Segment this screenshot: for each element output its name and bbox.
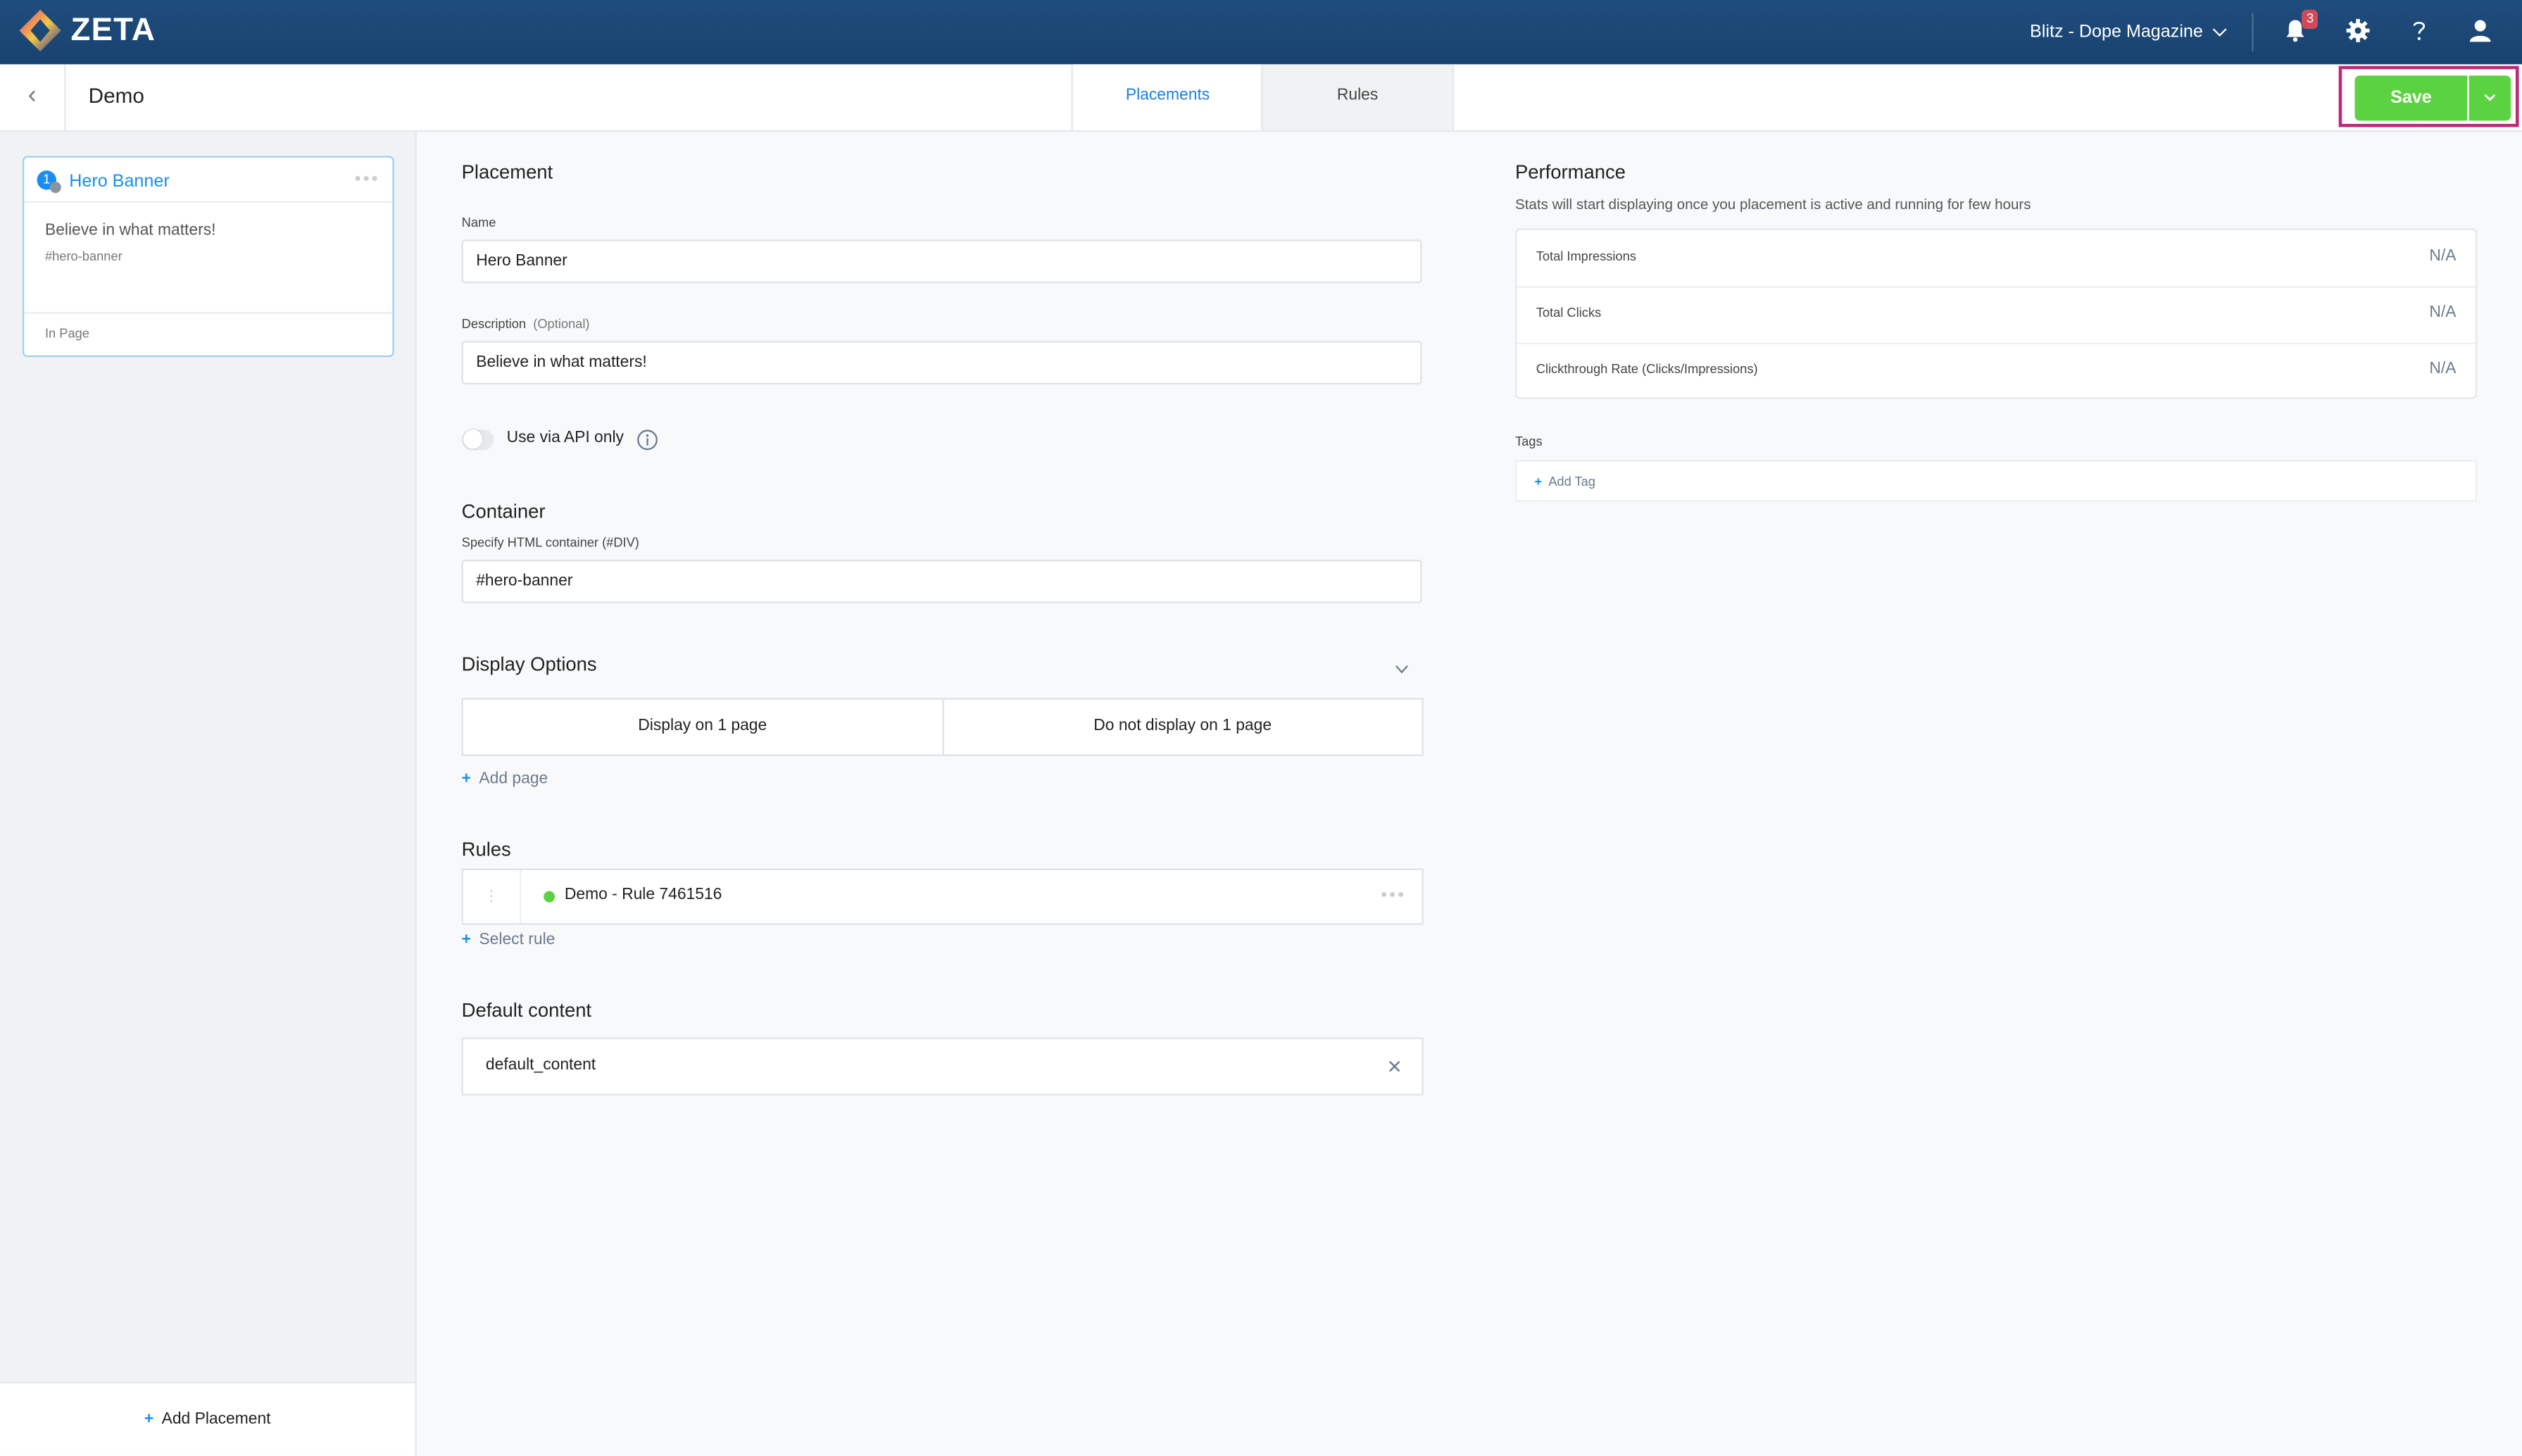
description-label-text: Description [461, 317, 527, 332]
sidebar: 1 Hero Banner ●●● Believe in what matter… [0, 132, 417, 1456]
placement-container: #hero-banner [44, 249, 123, 264]
rule-name: Demo - Rule 7461516 [564, 886, 722, 904]
brand-name: ZETA [70, 13, 156, 49]
do-not-display-option[interactable]: Do not display on 1 page [1093, 717, 1272, 736]
performance-panel: Performance Stats will start displaying … [1514, 0, 2478, 1455]
back-button[interactable]: ‹ [0, 64, 66, 131]
add-page-button[interactable]: + Add page [462, 770, 548, 789]
api-toggle[interactable] [461, 428, 494, 450]
save-button[interactable]: Save [2354, 75, 2468, 121]
description-label: Description (Optional) [462, 317, 590, 333]
default-content-value: default_content [485, 1056, 596, 1075]
more-icon[interactable]: ●●● [1380, 889, 1406, 901]
select-rule-label: Select rule [479, 931, 556, 949]
plus-icon: + [144, 1410, 154, 1429]
section-heading: Default content [461, 998, 592, 1022]
section-heading: Display Options [461, 653, 597, 676]
add-page-label: Add page [479, 770, 548, 789]
status-dot [49, 182, 61, 194]
stat-value: N/A [2429, 303, 2457, 322]
display-options: Display on 1 page Do not display on 1 pa… [461, 698, 1424, 756]
page-title: Demo [88, 83, 144, 108]
stat-value: N/A [2429, 360, 2457, 378]
description-input[interactable]: Believe in what matters! [461, 341, 1422, 384]
top-nav: ZETA Blitz - Dope Magazine 3 [0, 0, 2522, 65]
plus-icon: + [461, 931, 472, 949]
tab-rules[interactable]: Rules [1261, 64, 1455, 131]
section-heading: Performance [1514, 161, 1626, 184]
api-row: Use via API only [461, 426, 658, 452]
chevron-down-icon [2484, 94, 2496, 101]
user-icon[interactable] [2467, 18, 2493, 44]
select-rule-button[interactable]: + Select rule [462, 931, 556, 950]
divider [24, 312, 393, 314]
info-icon[interactable] [636, 429, 658, 450]
chevron-down-icon[interactable] [1395, 664, 1410, 674]
save-dropdown-button[interactable] [2468, 75, 2511, 121]
drag-handle-icon[interactable]: ⋮ [463, 870, 522, 924]
container-label: Specify HTML container (#DIV) [461, 535, 639, 551]
default-content-field[interactable]: default_content [461, 1037, 1424, 1096]
gear-icon[interactable] [2345, 18, 2371, 44]
divider [24, 201, 393, 203]
zeta-logo[interactable]: ZETA [19, 9, 156, 52]
placement-card[interactable]: 1 Hero Banner ●●● Believe in what matter… [22, 156, 394, 358]
name-input[interactable]: Hero Banner [461, 239, 1422, 284]
more-icon[interactable]: ●●● [354, 173, 380, 185]
plus-icon: + [1534, 473, 1543, 489]
close-icon[interactable] [1388, 1060, 1401, 1072]
placement-name: Hero Banner [69, 172, 170, 192]
zeta-logo-icon [19, 9, 61, 52]
add-placement-button[interactable]: + Add Placement [0, 1381, 415, 1456]
stat-label: Total Clicks [1536, 306, 1602, 320]
stat-label: Clickthrough Rate (Clicks/Impressions) [1536, 362, 1758, 377]
add-tag-label: Add Tag [1548, 473, 1595, 489]
container-input[interactable]: #hero-banner [461, 560, 1422, 603]
save-highlight: Save [2338, 65, 2519, 127]
bell-icon[interactable] [2283, 18, 2309, 44]
performance-note: Stats will start displaying once you pla… [1514, 196, 2031, 213]
tab-placements[interactable]: Placements [1071, 64, 1263, 131]
stats-table: Total Impressions N/A Total Clicks N/A Cli… [1514, 228, 2478, 399]
api-label: Use via API only [506, 429, 624, 448]
add-tag-button[interactable]: + Add Tag [1514, 460, 2478, 502]
rule-row[interactable]: ⋮ Demo - Rule 7461516 ●●● [461, 868, 1424, 925]
stat-row: Clickthrough Rate (Clicks/Impressions) N/… [1517, 343, 2476, 399]
section-heading: Rules [461, 838, 511, 861]
subheader: ‹ Demo Placements Rules Save [0, 64, 2522, 132]
section-heading: Placement [461, 161, 553, 184]
help-icon[interactable] [2407, 18, 2433, 44]
chevron-down-icon [2212, 28, 2226, 37]
section-heading: Container [461, 500, 546, 523]
stat-row: Total Impressions N/A [1517, 230, 2476, 288]
notification-badge: 3 [2302, 9, 2319, 30]
stat-row: Total Clicks N/A [1517, 287, 2476, 344]
name-label: Name [461, 215, 496, 230]
stat-value: N/A [2429, 247, 2457, 265]
status-dot [544, 891, 556, 903]
plus-icon: + [461, 770, 472, 789]
placement-form: Placement Name Hero Banner Description (… [461, 0, 1424, 1455]
divider [2252, 13, 2254, 52]
display-on-option[interactable]: Display on 1 page [463, 699, 943, 755]
optional-label: (Optional) [533, 317, 590, 332]
stat-label: Total Impressions [1536, 249, 1636, 264]
account-name: Blitz - Dope Magazine [2030, 22, 2203, 42]
account-selector[interactable]: Blitz - Dope Magazine [2030, 21, 2227, 44]
placement-description: Believe in what matters! [44, 222, 216, 240]
tags-label: Tags [1514, 434, 1543, 449]
placement-type: In Page [44, 326, 89, 341]
add-placement-label: Add Placement [161, 1410, 271, 1429]
